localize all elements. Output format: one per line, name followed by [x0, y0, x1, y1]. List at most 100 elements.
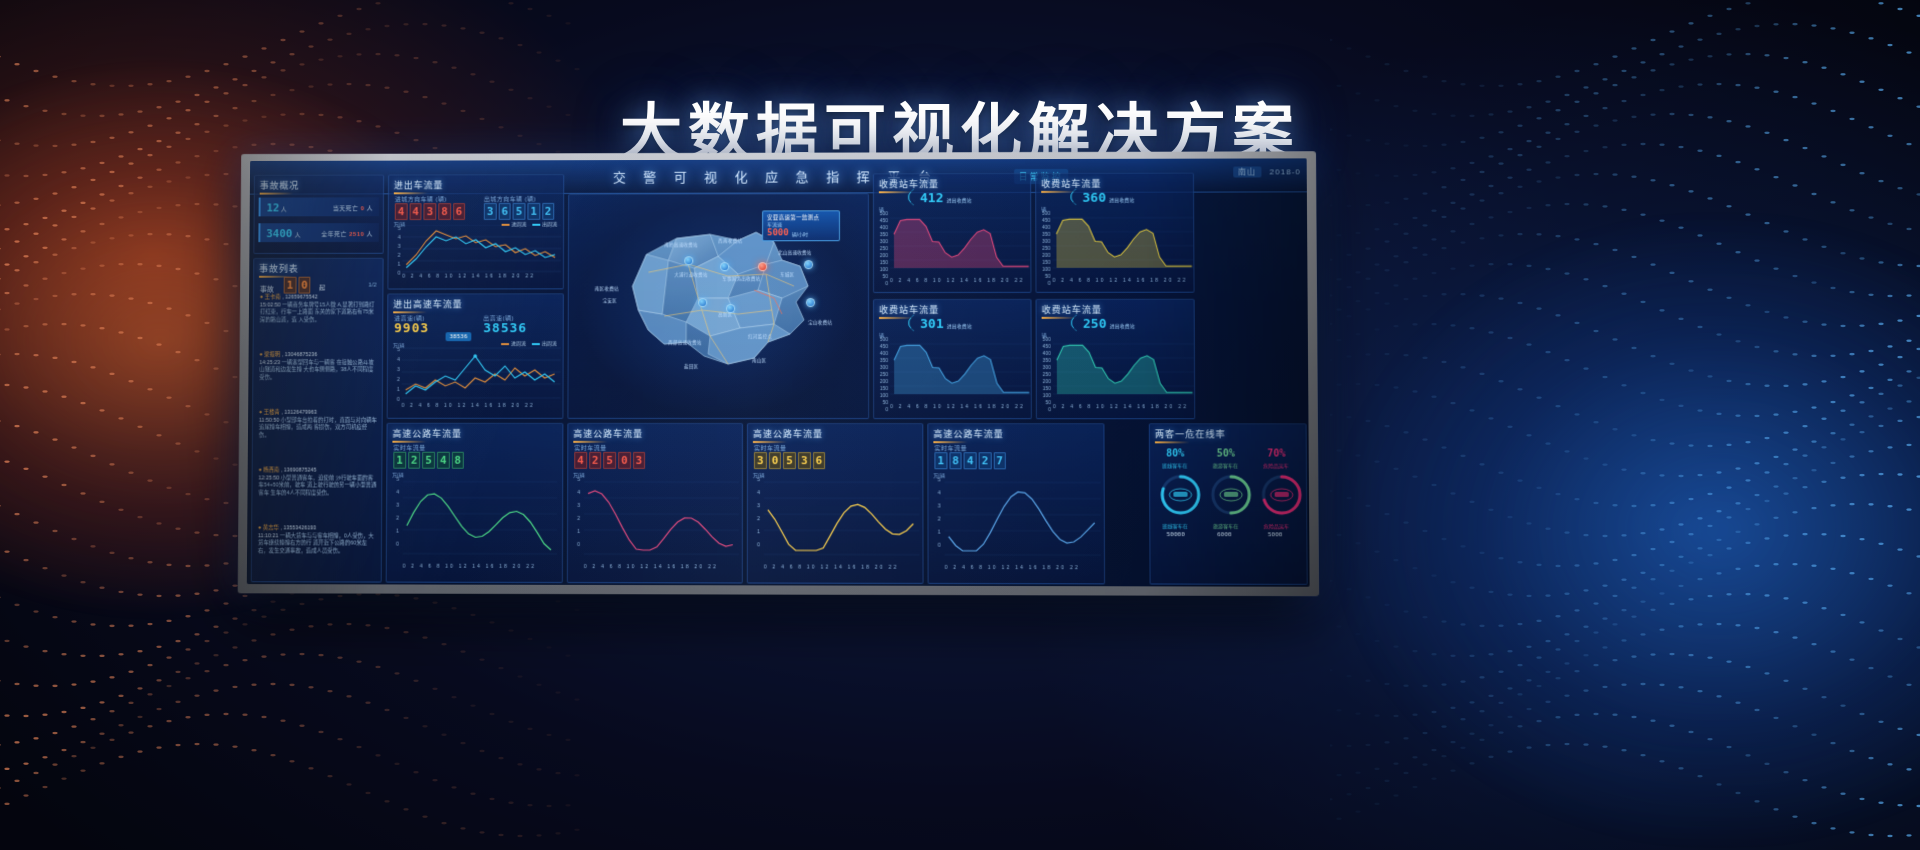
gauge-caption: 旅游客车在	[1213, 524, 1239, 531]
flow-digit: 4	[436, 451, 450, 469]
toll-unit: 辆	[879, 332, 885, 339]
toll-label: 进出收费站	[1109, 197, 1135, 204]
map-marker[interactable]	[684, 256, 694, 266]
y-tick: 150	[879, 386, 889, 393]
map-callout: 安亚高速第一监测点 车流速 5000 辆/小时	[762, 210, 840, 242]
toll-chart	[890, 336, 1031, 396]
flow-digit: 3	[483, 203, 497, 220]
incident-body: 11:50:50 小型部车台拉着的打时，直面与对向辆车追尾撞车相撞，造成两 客损…	[258, 417, 377, 439]
map-marker[interactable]	[806, 298, 816, 308]
y-tick: 50	[1045, 400, 1051, 407]
mode-badge[interactable]: 日常监控	[1013, 168, 1068, 185]
flow-digit: 4	[394, 203, 408, 221]
y-tick: 300	[1042, 364, 1051, 371]
toll-value-group: 301 进出收费站	[920, 317, 972, 332]
toll-value: 360	[1082, 190, 1107, 206]
flow-digit: 3	[797, 452, 811, 470]
flow-digit: 2	[588, 451, 602, 469]
y-tick: 100	[879, 393, 889, 400]
map-marker[interactable]	[804, 260, 814, 270]
map-label: 南岭高速收费站	[664, 242, 698, 248]
map-label: 北山高速收费站	[778, 250, 812, 256]
flow-digit: 5	[512, 202, 526, 220]
toll-y-axis: 500 450 400 350 300 250 200 150 100 50 0	[874, 337, 889, 415]
accident-list-item[interactable]: ● 王卡南 , 12659675542 15:02:50 一辆商务车牌号15人微 …	[260, 294, 379, 325]
accident-list-page[interactable]: 1/2	[368, 282, 377, 289]
flow-digit: 5	[422, 451, 435, 469]
toll-value: 250	[1082, 316, 1107, 332]
map-marker[interactable]	[698, 298, 708, 308]
y-tick: 5	[937, 477, 941, 484]
inout-sub-left: 进城方向车辆 (辆)	[394, 197, 447, 204]
map-panel[interactable]: 南岭高速收费站 西南收费站 大浦行道收费站 军事国务出收费站 东城区 北山高速收…	[567, 193, 870, 420]
toll-title: 收费站车流量	[1042, 303, 1102, 316]
flow-digit: 6	[812, 452, 826, 470]
y-tick: 350	[879, 357, 889, 364]
gauge-percent: 50%	[1216, 448, 1235, 460]
count-digit: 0	[298, 276, 311, 294]
incident-reporter: ● 王卡南 , 12659675542	[259, 294, 318, 301]
flow-digit: 1	[527, 202, 540, 220]
toll-chart	[890, 210, 1030, 270]
incident-body: 11:10:21 一辆大货车与与客车相撞，0人受伤，大货车继续撞撞右方的行 道开…	[257, 532, 374, 555]
flow-digit: 4	[409, 203, 422, 221]
highway-flow-x-axis: 0 2 4 6 8 10 12 14 16 18 20 22	[402, 563, 537, 570]
signal-icon	[1071, 314, 1083, 332]
signal-icon	[908, 314, 914, 332]
accident-stat-row: 12 人 当天死亡 0 人	[258, 197, 380, 217]
map-marker[interactable]	[720, 262, 730, 272]
accident-overview-title: 事故概况	[259, 180, 300, 191]
map-label: 东城区	[780, 272, 795, 278]
highway-flow-panel: 高速公路车流量 实时车流量 4 2 5 0 3 万/辆 5 4 3 2 1 0 0 2 4 6 8 10 …	[566, 422, 743, 584]
gauge-name: 危险品运车	[1263, 463, 1289, 470]
y-tick: 100	[1042, 393, 1051, 400]
toll-unit: 辆	[1041, 206, 1047, 213]
flow-digit: 3	[423, 203, 437, 221]
map-label: 红河监控点	[748, 334, 773, 340]
flow-digit: 3	[632, 451, 646, 469]
gauge-name: 旅游客车在	[1212, 463, 1239, 470]
incident-reporter: ● 王楼青 , 13126479963	[258, 409, 317, 416]
y-tick: 350	[1041, 231, 1051, 238]
highway-flow-chart	[584, 481, 739, 558]
callout-title: 安亚高速第一监测点	[767, 215, 820, 222]
signal-icon	[908, 188, 916, 206]
highway-flow-unit: 万/辆	[933, 473, 945, 480]
toll-value-group: 360 进出收费站	[1082, 191, 1134, 206]
flow-digit: 8	[949, 452, 962, 470]
toll-chart	[1053, 336, 1194, 396]
stat-unit: 人	[294, 233, 301, 240]
accident-list-item[interactable]: ● 黄志华 , 13553426193 11:10:21 一辆大货车与与客车相撞，…	[258, 525, 377, 556]
toll-x-axis: 0 2 4 6 8 10 12 14 16 18 20 22	[1052, 404, 1189, 411]
region-pill[interactable]: 南山	[1233, 166, 1262, 178]
stat-label: 全年死亡 2510 人	[321, 232, 373, 239]
flow-digit: 0	[617, 451, 631, 469]
toll-title: 收费站车流量	[879, 304, 940, 315]
highway-in-value: 9903	[394, 321, 430, 337]
accident-list-item[interactable]: ● 梁振明 , 13046875236 14:25:23 一辆塞型回车与一辆客 在…	[259, 352, 378, 383]
toll-label: 进出收费站	[1109, 323, 1135, 330]
flow-digit: 8	[451, 451, 464, 469]
gauge-number: 50000	[1166, 531, 1185, 539]
flow-digit: 8	[438, 203, 451, 220]
map-marker-alert[interactable]	[758, 262, 768, 272]
gauge-number: 5000	[1267, 531, 1283, 539]
inout-flow-chart	[402, 225, 561, 273]
toll-x-axis: 0 2 4 6 8 10 12 14 16 18 20 22	[890, 404, 1025, 411]
legend-item: 出周流	[532, 221, 557, 228]
accident-list-item[interactable]: ● 杨西南 , 13690875245 12:25:50 小型普通客车，迫使前 沙…	[258, 468, 377, 499]
right-blue-glow	[1340, 220, 1920, 840]
highway-flow-sub: 实时车流量	[934, 446, 968, 453]
right-particle-mesh	[1330, 0, 1920, 838]
accident-list-item[interactable]: ● 王楼青 , 13126479963 11:50:50 小型部车台拉着的打时，直…	[259, 410, 378, 441]
